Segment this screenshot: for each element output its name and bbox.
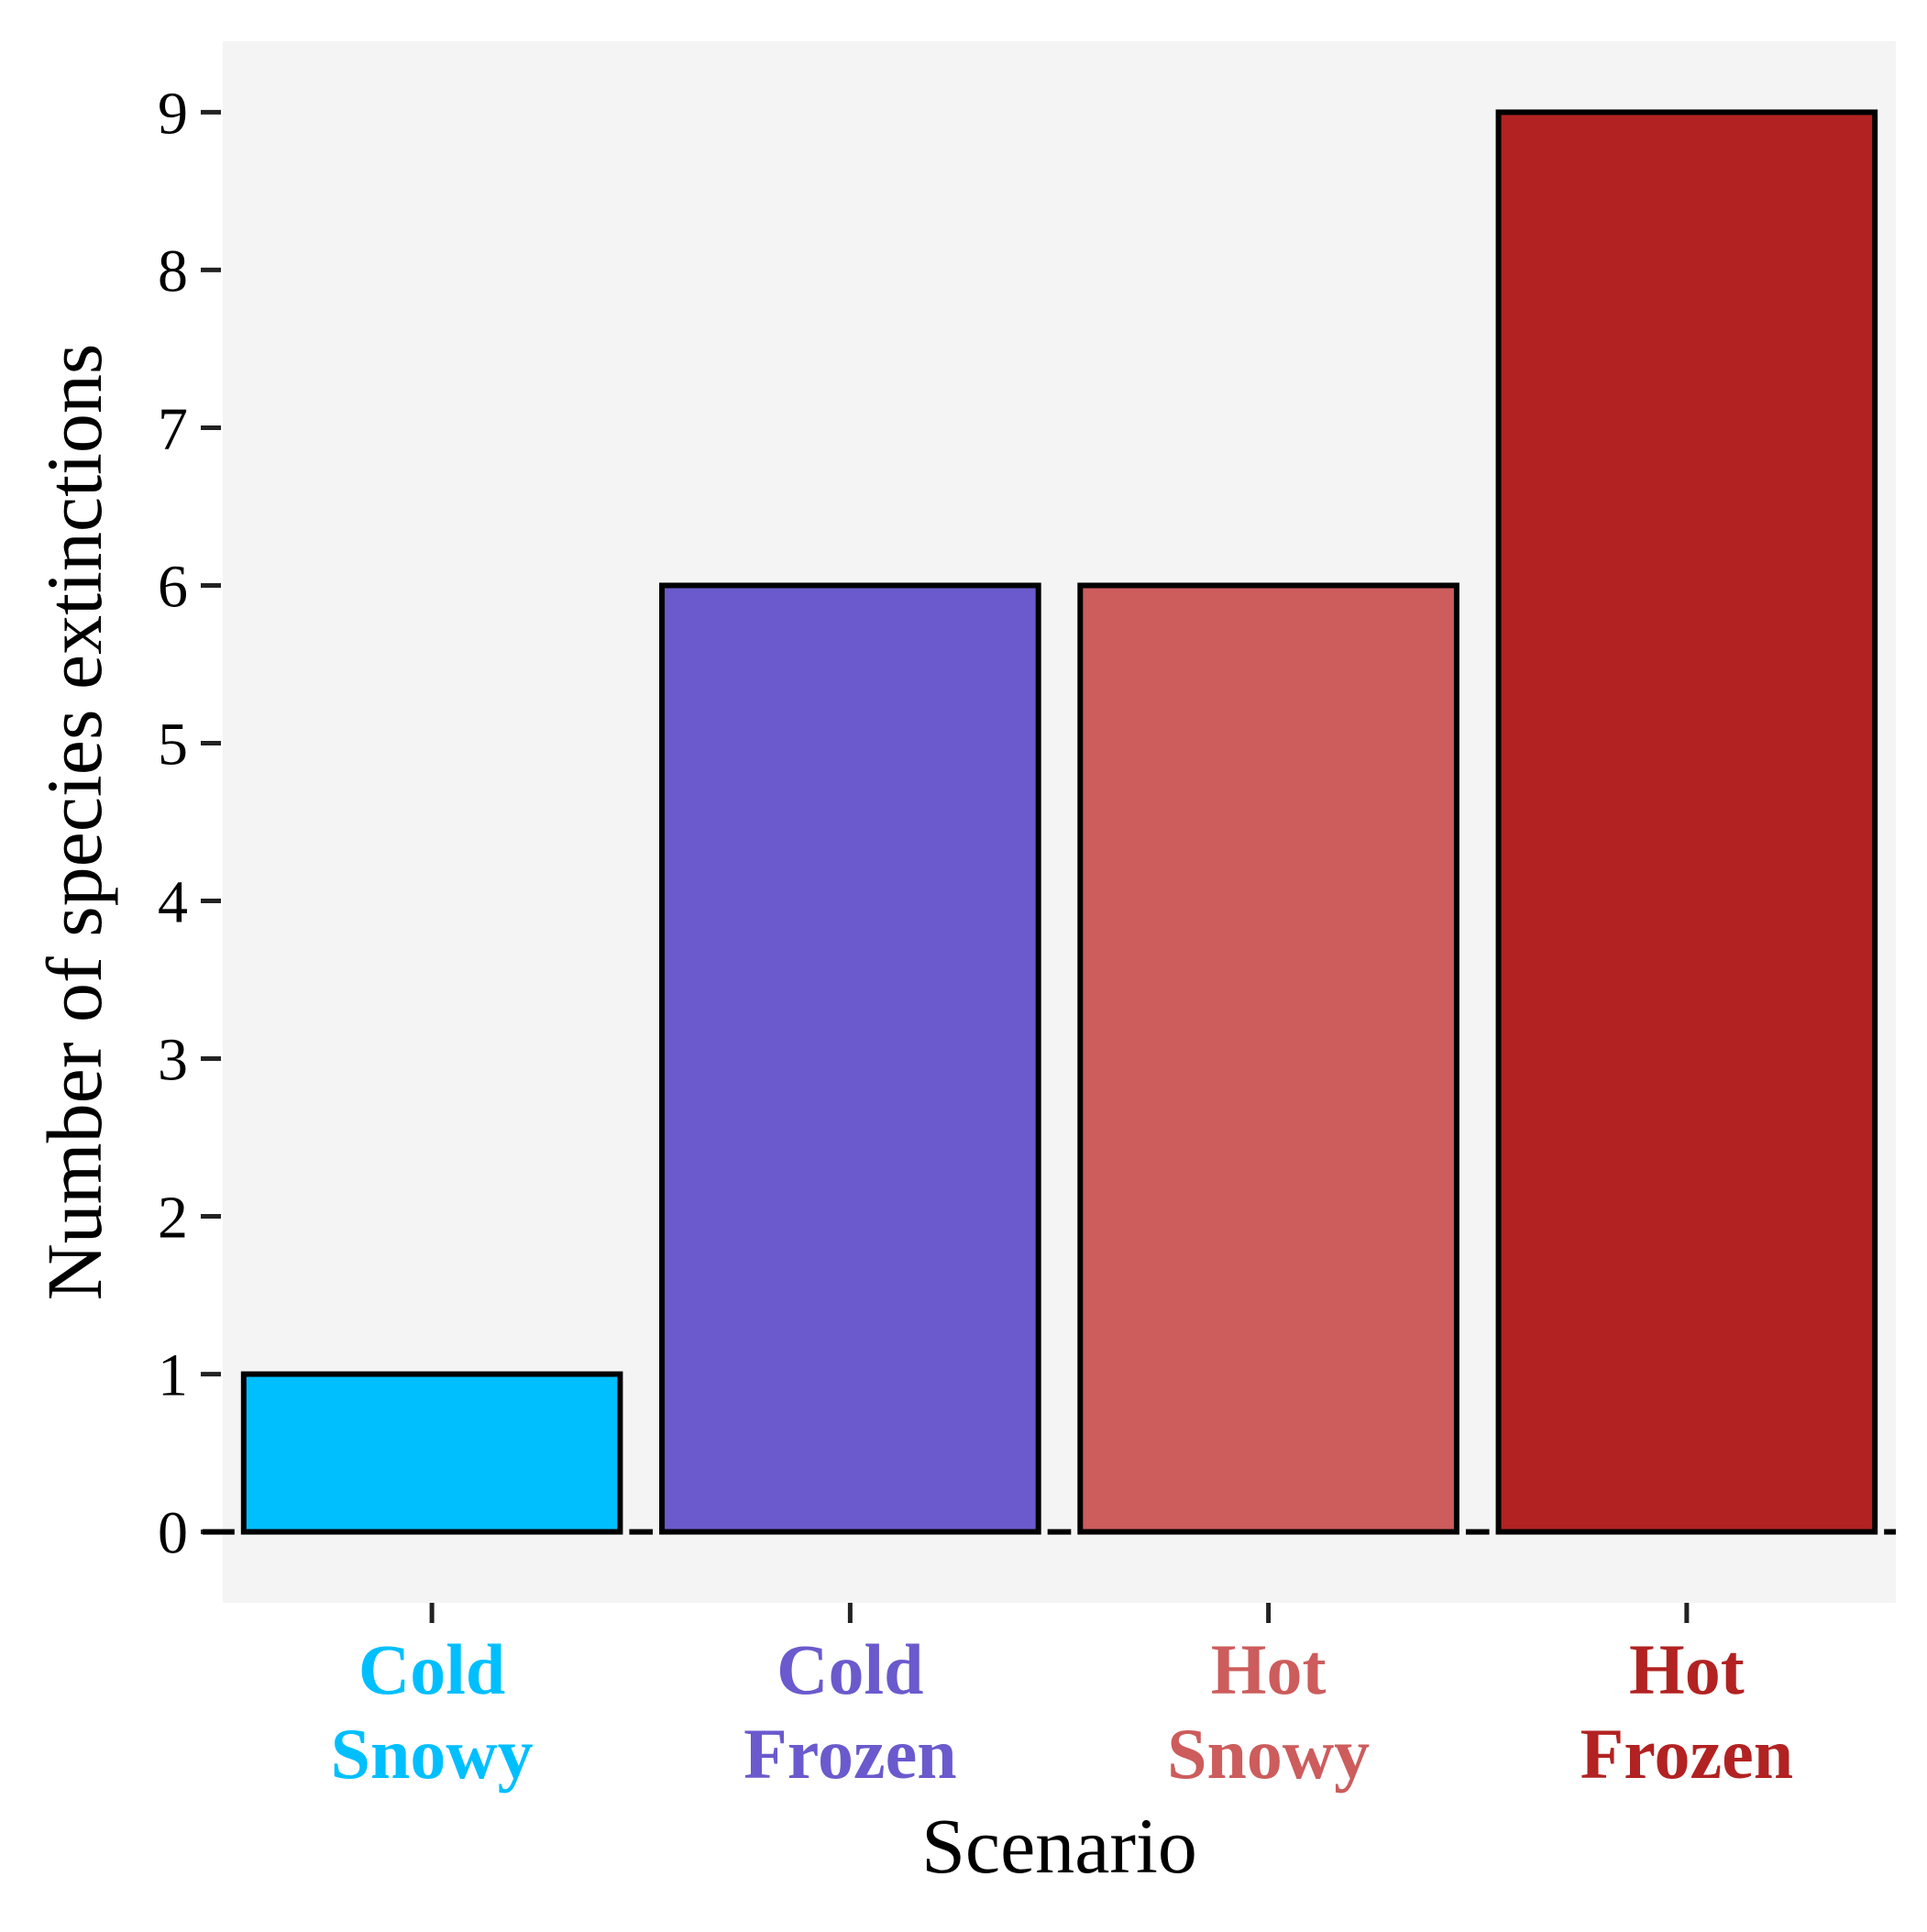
y-tick-label: 9 — [158, 80, 188, 147]
y-tick-label: 6 — [158, 553, 188, 620]
y-tick-label: 5 — [158, 711, 188, 778]
bar-hot-frozen — [1495, 109, 1878, 1535]
x-axis: Cold Snowy Cold Frozen Hot Snowy Hot Frozen — [331, 1603, 1793, 1794]
y-tick-label: 7 — [158, 395, 188, 462]
bars — [240, 109, 1878, 1535]
x-tick-label: Cold Snowy — [331, 1629, 534, 1794]
y-axis: 0 1 2 3 4 5 6 7 8 9 — [158, 80, 221, 1567]
bar-cold-frozen — [659, 582, 1041, 1535]
y-tick-label: 4 — [158, 869, 188, 936]
bar-cold-snowy — [240, 1371, 623, 1535]
y-tick-label: 3 — [158, 1027, 188, 1094]
y-tick-label: 2 — [158, 1185, 188, 1252]
y-axis-title: Number of species extinctions — [30, 344, 118, 1301]
y-tick-label: 1 — [158, 1342, 188, 1409]
y-tick-label: 0 — [158, 1500, 188, 1567]
x-tick-label: Hot Frozen — [1580, 1629, 1793, 1794]
bar-hot-snowy — [1077, 582, 1459, 1535]
x-axis-title: Scenario — [921, 1802, 1197, 1890]
x-tick-label: Hot Snowy — [1167, 1629, 1370, 1794]
y-tick-label: 8 — [158, 237, 188, 304]
x-tick-label: Cold Frozen — [743, 1629, 956, 1794]
